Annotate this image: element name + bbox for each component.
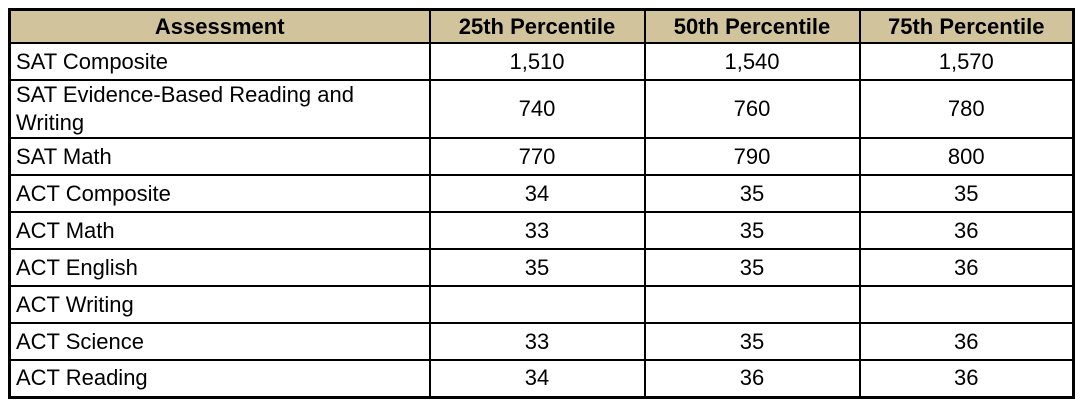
p50-cell xyxy=(643,285,861,324)
assessment-cell: ACT Reading xyxy=(8,359,431,398)
p75-cell: 800 xyxy=(858,137,1075,176)
assessment-cell: ACT Math xyxy=(8,211,431,250)
column-header-75th-percentile: 75th Percentile xyxy=(858,8,1075,44)
column-header-50th-percentile: 50th Percentile xyxy=(643,8,861,44)
p50-cell: 36 xyxy=(643,359,861,398)
p75-cell: 36 xyxy=(858,359,1075,398)
assessment-cell: SAT Math xyxy=(8,137,431,176)
p50-cell: 790 xyxy=(643,137,861,176)
table-row-act-english: ACT English 35 35 36 xyxy=(8,248,1075,287)
assessment-cell: ACT Science xyxy=(8,322,431,361)
assessment-cell: ACT Composite xyxy=(8,174,431,213)
p25-cell: 35 xyxy=(428,248,646,287)
table-row-sat-ebrw: SAT Evidence-Based Reading and Writing 7… xyxy=(8,79,1075,139)
p25-cell: 33 xyxy=(428,322,646,361)
header-row: Assessment 25th Percentile 50th Percenti… xyxy=(8,8,1075,44)
table-row-act-math: ACT Math 33 35 36 xyxy=(8,211,1075,250)
table-row-sat-math: SAT Math 770 790 800 xyxy=(8,137,1075,176)
p75-cell: 35 xyxy=(858,174,1075,213)
p75-cell xyxy=(858,285,1075,324)
p75-cell: 36 xyxy=(858,322,1075,361)
p25-cell xyxy=(428,285,646,324)
p25-cell: 1,510 xyxy=(428,42,646,81)
p75-cell: 1,570 xyxy=(858,42,1075,81)
table-row-act-science: ACT Science 33 35 36 xyxy=(8,322,1075,361)
assessment-cell: SAT Evidence-Based Reading and Writing xyxy=(8,79,431,139)
p50-cell: 35 xyxy=(643,248,861,287)
p25-cell: 34 xyxy=(428,359,646,398)
p50-cell: 1,540 xyxy=(643,42,861,81)
table-row-sat-composite: SAT Composite 1,510 1,540 1,570 xyxy=(8,42,1075,81)
assessment-cell: SAT Composite xyxy=(8,42,431,81)
assessment-cell: ACT Writing xyxy=(8,285,431,324)
assessment-cell: ACT English xyxy=(8,248,431,287)
percentile-table-container: Assessment 25th Percentile 50th Percenti… xyxy=(8,8,1075,399)
p50-cell: 35 xyxy=(643,322,861,361)
p25-cell: 34 xyxy=(428,174,646,213)
p50-cell: 760 xyxy=(643,79,861,139)
p75-cell: 36 xyxy=(858,248,1075,287)
column-header-assessment: Assessment xyxy=(8,8,431,44)
p50-cell: 35 xyxy=(643,174,861,213)
p75-cell: 36 xyxy=(858,211,1075,250)
p75-cell: 780 xyxy=(858,79,1075,139)
p25-cell: 770 xyxy=(428,137,646,176)
table-row-act-composite: ACT Composite 34 35 35 xyxy=(8,174,1075,213)
p50-cell: 35 xyxy=(643,211,861,250)
column-header-25th-percentile: 25th Percentile xyxy=(428,8,646,44)
table-row-act-reading: ACT Reading 34 36 36 xyxy=(8,359,1075,398)
p25-cell: 740 xyxy=(428,79,646,139)
p25-cell: 33 xyxy=(428,211,646,250)
table-row-act-writing: ACT Writing xyxy=(8,285,1075,324)
assessment-percentiles-table: Assessment 25th Percentile 50th Percenti… xyxy=(8,8,1075,399)
